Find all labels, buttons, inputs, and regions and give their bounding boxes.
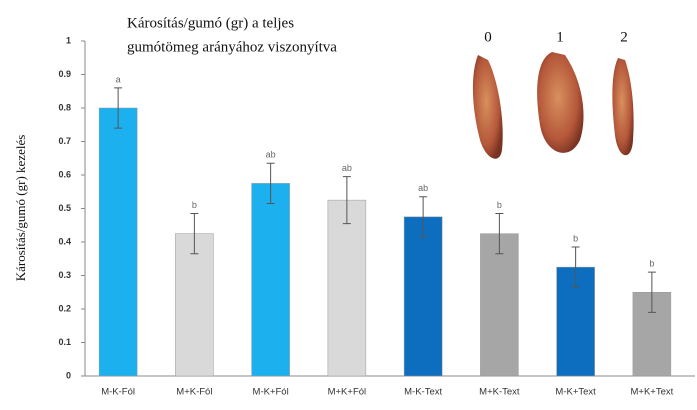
bar [327,199,367,377]
y-tick-label: 0.9 [58,69,71,79]
error-bar [342,176,351,225]
bar [251,183,290,377]
x-tick-label: M+K-Text [479,387,520,398]
error-bar [495,213,504,255]
x-tick-label: M-K+Text [555,387,596,398]
error-bar [190,213,199,255]
y-tick-label: 0.3 [58,270,71,280]
image-label: 2 [620,29,628,45]
chart-title: gumótömeg arányához viszonyítva [127,39,337,55]
y-tick-label: 0.1 [58,337,71,347]
y-tick-label: 1 [66,35,71,45]
image-label: 0 [484,29,492,45]
error-bar [266,162,275,204]
y-tick-label: 0.2 [58,303,71,313]
annotation: b [497,200,502,210]
x-tick-label: M+K-Fól [176,387,212,398]
x-tick-label: M-K-Fól [101,387,135,398]
annotation: ab [266,150,276,160]
error-bar [647,271,656,313]
tuber [472,55,503,159]
tuber [612,58,634,156]
annotation: b [192,200,197,210]
y-tick-label: 0 [66,370,71,380]
annotation: a [116,74,121,84]
annotation: ab [342,163,352,173]
chart-title: Károsítás/gumó (gr) a teljes [127,15,294,31]
y-axis-label: Károsítás/gumó (gr) kezelés [13,135,28,282]
error-bar [419,196,428,238]
y-tick-label: 0.6 [58,169,71,179]
x-tick-label: M-K+Fól [253,387,289,398]
annotation: b [649,259,654,269]
bar [480,233,519,377]
error-bar [571,246,580,288]
x-tick-label: M+K+Text [630,387,673,398]
bar [175,233,214,377]
x-tick-label: M-K-Text [404,387,442,398]
tuber-images [472,52,634,159]
y-tick-label: 0.7 [58,136,71,146]
annotation: ab [418,183,428,193]
annotation: b [573,233,578,243]
y-tick-label: 0.8 [58,102,71,112]
tuber [537,52,584,153]
bar [403,216,443,377]
y-tick-label: 0.5 [58,203,71,213]
y-tick-label: 0.4 [58,236,71,246]
image-label: 1 [556,29,564,45]
error-bar [114,87,123,129]
x-tick-label: M+K+Fól [328,387,367,398]
bar [98,107,138,377]
